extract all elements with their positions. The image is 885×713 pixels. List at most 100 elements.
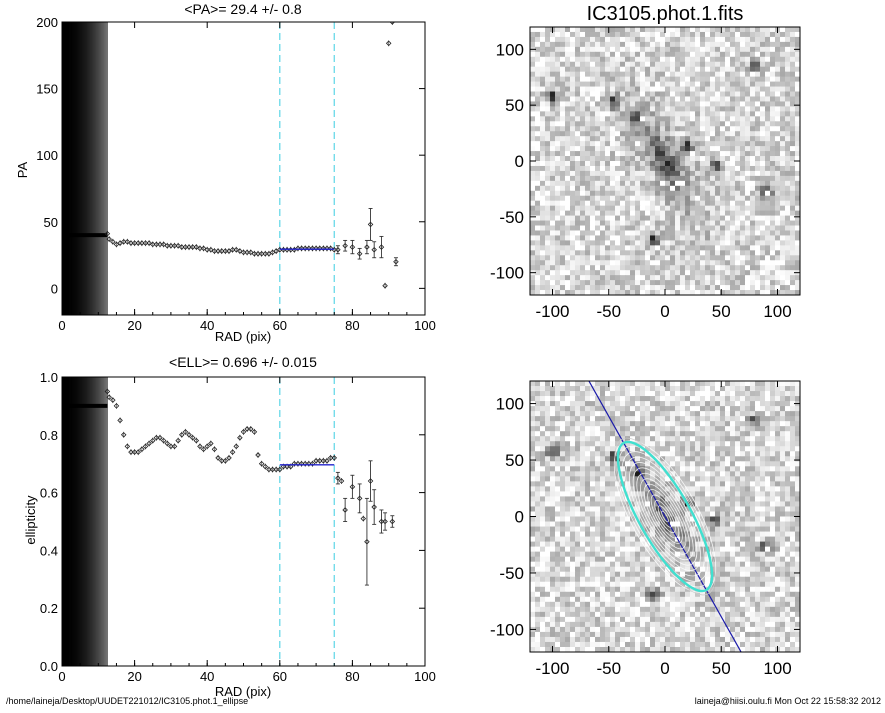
im1-pixel [785, 96, 791, 101]
im2-pixel [545, 441, 551, 447]
im1-pixel [770, 171, 776, 176]
im1-pixel [750, 171, 756, 176]
im1-pixel [555, 240, 561, 245]
im2-pixel [785, 381, 791, 387]
im2-pixel [760, 456, 766, 462]
im2-pixel [705, 386, 711, 392]
im1-pixel [675, 116, 681, 121]
im1-pixel [620, 57, 626, 62]
im2-pixel [540, 511, 546, 517]
im1-pixel [535, 62, 541, 67]
im2-pixel [690, 406, 696, 412]
im1-pixel [770, 181, 776, 186]
im1-pixel [540, 230, 546, 235]
im1-pixel [715, 166, 721, 171]
im2-pixel [575, 476, 581, 482]
im1-pixel [780, 62, 786, 67]
im2-pixel [540, 481, 546, 487]
im1-pixel [610, 37, 616, 42]
im2-pixel [625, 421, 631, 427]
im1-pixel [535, 230, 541, 235]
im2-pixel [620, 511, 626, 517]
im1-pixel [760, 57, 766, 62]
im1-pixel [610, 260, 616, 265]
im1-pixel [710, 245, 716, 250]
im2-pixel [750, 431, 756, 437]
im1-pixel [770, 42, 776, 47]
im2-pixel [765, 381, 771, 387]
im1-pixel [645, 206, 651, 211]
im2-pixel [760, 441, 766, 447]
im1-pixel [545, 151, 551, 156]
im1-pixel [570, 126, 576, 131]
im1-pixel [605, 221, 611, 226]
im1-pixel [610, 136, 616, 141]
im1-pixel [675, 72, 681, 77]
im1-pixel [780, 101, 786, 106]
im2-pixel [740, 506, 746, 512]
im1-pixel [700, 116, 706, 121]
im1-pixel [635, 201, 641, 206]
im1-pixel [685, 265, 691, 270]
im1-pixel [655, 201, 661, 206]
im1-pixel [660, 116, 666, 121]
im1-pixel [600, 176, 606, 181]
im1-pixel [630, 121, 636, 126]
ell-y-tick-label: 0.2 [40, 601, 58, 616]
im1-pixel [680, 226, 686, 231]
im2-pixel [560, 456, 566, 462]
im1-pixel [585, 62, 591, 67]
im1-pixel [535, 181, 541, 186]
im1-pixel [560, 37, 566, 42]
im1-pixel [760, 255, 766, 260]
im1-pixel [575, 265, 581, 270]
im2-pixel [605, 501, 611, 507]
im2-pixel [765, 431, 771, 437]
im2-pixel [595, 386, 601, 392]
im1-pixel [720, 191, 726, 196]
im2-pixel [775, 451, 781, 457]
im1-pixel [550, 250, 556, 255]
im1-pixel [545, 260, 551, 265]
im1-pixel [765, 191, 771, 196]
im1-pixel [690, 52, 696, 57]
im2-pixel [610, 386, 616, 392]
im1-pixel [605, 116, 611, 121]
im1-pixel [555, 235, 561, 240]
im1-pixel [785, 62, 791, 67]
im1-pixel [535, 116, 541, 121]
im2-pixel [715, 451, 721, 457]
im2-pixel [700, 431, 706, 437]
im1-pixel [580, 67, 586, 72]
im1-pixel [580, 250, 586, 255]
im1-pixel [780, 92, 786, 97]
im2-pixel [700, 456, 706, 462]
im1-pixel [645, 37, 651, 42]
im2-pixel [790, 451, 796, 457]
im1-pixel [765, 156, 771, 161]
im1-pixel [610, 245, 616, 250]
im2-pixel [750, 496, 756, 502]
im2-pixel [540, 396, 546, 402]
im2-pixel [615, 396, 621, 402]
im1-pixel [620, 270, 626, 275]
im1-pixel [540, 226, 546, 231]
im2-pixel [720, 461, 726, 467]
im2-pixel [605, 486, 611, 492]
im1-pixel [530, 240, 536, 245]
im2-pixel [605, 421, 611, 427]
im1-pixel [550, 67, 556, 72]
im1-pixel [775, 201, 781, 206]
im2-pixel [770, 441, 776, 447]
im2-pixel [745, 396, 751, 402]
im1-pixel [705, 255, 711, 260]
im2-pixel [745, 481, 751, 487]
im1-pixel [540, 235, 546, 240]
im1-pixel [745, 156, 751, 161]
im2-pixel [545, 476, 551, 482]
im2-pixel [565, 426, 571, 432]
im2-pixel [545, 486, 551, 492]
im1-pixel [760, 265, 766, 270]
im2-pixel [715, 391, 721, 397]
im2-pixel [750, 451, 756, 457]
